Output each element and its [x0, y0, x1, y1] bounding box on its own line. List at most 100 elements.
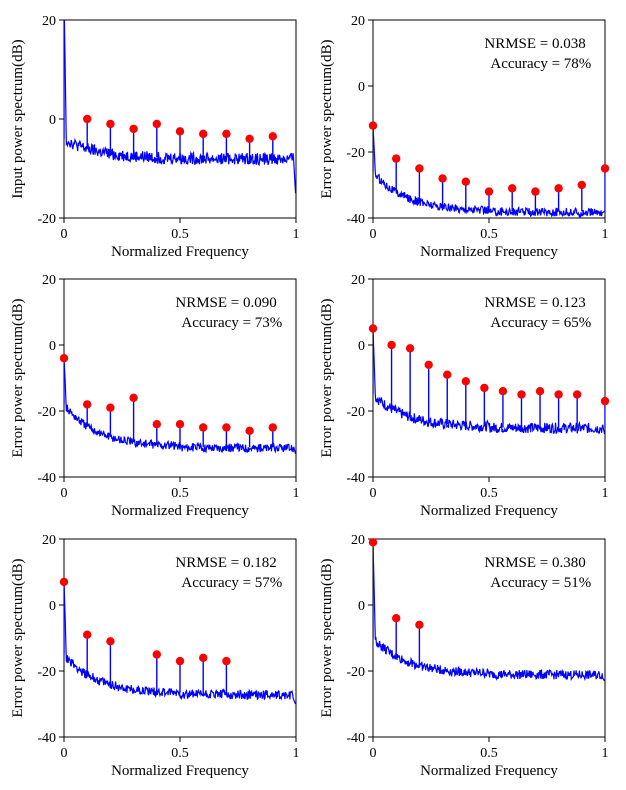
- harmonic-marker: [406, 344, 414, 352]
- xtick-label: 0: [61, 486, 68, 501]
- harmonic-marker: [199, 130, 207, 138]
- harmonic-marker: [269, 424, 277, 432]
- xtick-label: 0.5: [171, 486, 189, 501]
- ytick-label: -20: [37, 212, 56, 227]
- xtick-label: 0.5: [171, 746, 189, 761]
- harmonic-marker: [415, 164, 423, 172]
- xtick-label: 1: [293, 746, 300, 761]
- harmonic-marker: [462, 178, 470, 186]
- harmonic-marker: [222, 130, 230, 138]
- annotation-nrmse: NRMSE = 0.038: [484, 36, 585, 52]
- harmonic-marker: [485, 187, 493, 195]
- xlabel: Normalized Frequency: [111, 244, 249, 260]
- xlabel: Normalized Frequency: [111, 503, 249, 519]
- harmonic-marker: [269, 132, 277, 140]
- ytick-label: -40: [37, 471, 56, 486]
- harmonic-marker: [517, 391, 525, 399]
- harmonic-marker: [369, 538, 377, 546]
- xtick-label: 1: [293, 486, 300, 501]
- harmonic-marker: [199, 653, 207, 661]
- harmonic-marker: [153, 120, 161, 128]
- noise-trace: [373, 329, 605, 435]
- harmonic-marker: [462, 377, 470, 385]
- harmonic-marker: [129, 125, 137, 133]
- harmonic-marker: [531, 187, 539, 195]
- harmonic-marker: [153, 650, 161, 658]
- chart-panel: 0 0.5 1 -40 -20 0 20 Normalized Frequency Error …: [6, 527, 311, 782]
- harmonic-marker: [536, 387, 544, 395]
- annotation-accuracy: Accuracy = 57%: [181, 575, 282, 591]
- harmonic-marker: [199, 424, 207, 432]
- annotation-accuracy: Accuracy = 78%: [490, 56, 591, 72]
- harmonic-marker: [573, 391, 581, 399]
- xtick-label: 0: [61, 746, 68, 761]
- chart-panel: 00.51-40-20020Normalized FrequencyError …: [315, 527, 620, 782]
- ytick-label: 20: [351, 14, 365, 29]
- ytick-label: 20: [42, 533, 56, 548]
- harmonic-marker: [387, 341, 395, 349]
- ytick-label: 0: [358, 339, 365, 354]
- harmonic-marker: [245, 427, 253, 435]
- harmonic-marker: [176, 127, 184, 135]
- chart-panel: 00.51-40-20020Normalized FrequencyError …: [315, 267, 620, 522]
- harmonic-marker: [480, 384, 488, 392]
- xtick-label: 0: [370, 746, 377, 761]
- ytick-label: 0: [49, 599, 56, 614]
- ylabel: Error power spectrum(dB): [319, 558, 335, 717]
- ytick-label: 20: [351, 533, 365, 548]
- ytick-label: 20: [351, 273, 365, 288]
- ytick-label: 0: [358, 80, 365, 95]
- chart-panel: 00.51-40-20020Normalized FrequencyError …: [315, 8, 620, 263]
- xtick-label: 0: [370, 227, 377, 242]
- chart-panel: 00.51-20020Normalized FrequencyInput pow…: [6, 8, 311, 263]
- annotation-accuracy: Accuracy = 73%: [181, 315, 282, 331]
- xtick-label: 0: [61, 227, 68, 242]
- ytick-label: -20: [37, 665, 56, 680]
- ylabel: Error power spectrum(dB): [10, 558, 26, 717]
- xlabel: Normalized Frequency: [420, 503, 558, 519]
- harmonic-marker: [601, 397, 609, 405]
- harmonic-marker: [601, 164, 609, 172]
- annotation-nrmse: NRMSE = 0.182: [175, 555, 276, 571]
- ytick-label: 20: [42, 273, 56, 288]
- ytick-label: 0: [49, 113, 56, 128]
- ytick-label: -40: [346, 731, 365, 746]
- ytick-label: -20: [37, 405, 56, 420]
- ylabel: Error power spectrum(dB): [319, 299, 335, 458]
- harmonic-marker: [176, 420, 184, 428]
- harmonic-marker: [508, 184, 516, 192]
- harmonic-marker: [499, 387, 507, 395]
- harmonic-marker: [554, 391, 562, 399]
- harmonic-marker: [438, 174, 446, 182]
- xtick-label: 0.5: [480, 746, 498, 761]
- xtick-label: 1: [602, 746, 609, 761]
- harmonic-marker: [106, 637, 114, 645]
- harmonic-marker: [60, 354, 68, 362]
- harmonic-marker: [222, 657, 230, 665]
- ylabel: Error power spectrum(dB): [319, 39, 335, 198]
- xtick-label: 1: [602, 486, 609, 501]
- xtick-label: 0: [370, 486, 377, 501]
- chart-grid: 0 0.5 1 -20 0 20 Normalized Frequency Input pow…: [0, 0, 626, 790]
- harmonic-marker: [245, 135, 253, 143]
- harmonic-marker: [424, 361, 432, 369]
- harmonic-marker: [153, 420, 161, 428]
- xlabel: Normalized Frequency: [111, 763, 249, 779]
- ytick-label: 0: [49, 339, 56, 354]
- annotation-accuracy: Accuracy = 51%: [490, 575, 591, 591]
- harmonic-marker: [222, 424, 230, 432]
- harmonic-marker: [83, 115, 91, 123]
- harmonic-marker: [60, 577, 68, 585]
- harmonic-marker: [369, 121, 377, 129]
- xlabel: Normalized Frequency: [420, 244, 558, 260]
- harmonic-marker: [129, 394, 137, 402]
- annotation-nrmse: NRMSE = 0.090: [175, 295, 276, 311]
- ytick-label: -20: [346, 665, 365, 680]
- xtick-label: 0.5: [480, 486, 498, 501]
- harmonic-marker: [83, 630, 91, 638]
- xlabel: Normalized Frequency: [420, 763, 558, 779]
- ylabel: Input power spectrum(dB): [10, 39, 26, 198]
- ytick-label: 20: [42, 14, 56, 29]
- xtick-label: 0.5: [480, 227, 498, 242]
- ytick-label: -40: [37, 731, 56, 746]
